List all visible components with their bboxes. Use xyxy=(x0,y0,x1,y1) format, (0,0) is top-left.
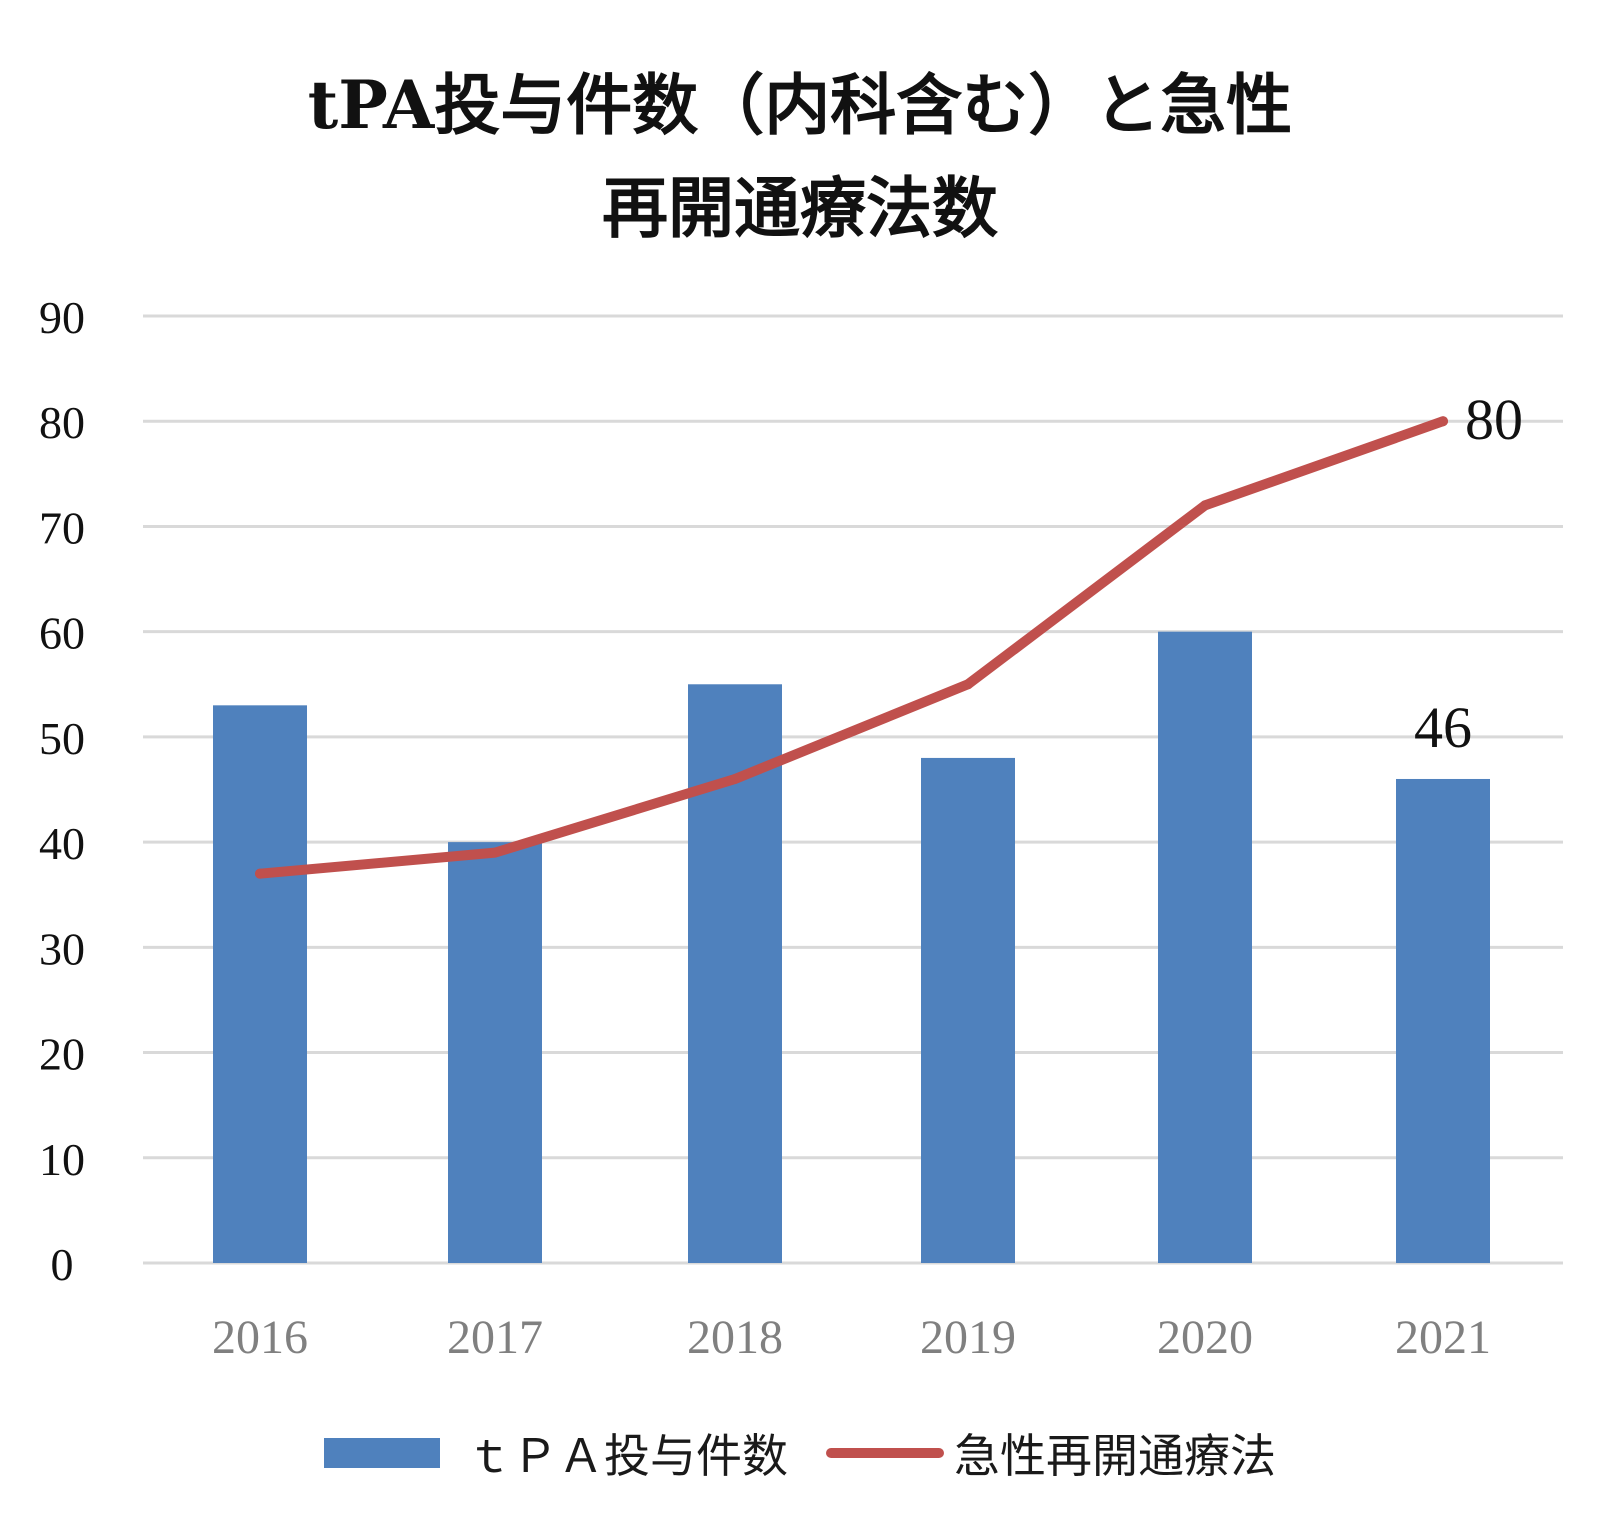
x-tick-label: 2020 xyxy=(1157,1311,1253,1364)
y-tick-label: 80 xyxy=(39,397,85,448)
line-point xyxy=(255,868,265,879)
bar xyxy=(1396,778,1490,1263)
y-tick-label: 90 xyxy=(39,292,85,343)
line-point xyxy=(730,773,740,784)
x-tick-label: 2019 xyxy=(920,1311,1016,1364)
y-tick-label: 70 xyxy=(39,502,85,553)
bar xyxy=(921,757,1015,1263)
legend-label-bar: ｔＰＡ投与件数 xyxy=(466,1429,788,1483)
data-label: 46 xyxy=(1414,695,1472,760)
y-tick-label: 30 xyxy=(39,923,85,974)
bar xyxy=(213,705,307,1263)
x-tick-label: 2017 xyxy=(447,1311,543,1364)
legend: ｔＰＡ投与件数 急性再開通療法 xyxy=(0,1418,1600,1488)
legend-item-bar: ｔＰＡ投与件数 xyxy=(324,1420,788,1486)
chart-title-line-1: tPA投与件数（内科含む）と急性 xyxy=(307,66,1293,144)
bar xyxy=(1158,631,1252,1263)
y-tick-label: 10 xyxy=(39,1134,85,1185)
x-tick-label: 2021 xyxy=(1395,1311,1491,1364)
legend-swatch-line xyxy=(826,1448,944,1458)
line-point xyxy=(1438,416,1448,427)
line-point xyxy=(1200,500,1210,511)
legend-swatch-bar xyxy=(324,1438,440,1468)
legend-label-line: 急性再開通療法 xyxy=(954,1429,1276,1483)
data-label: 80 xyxy=(1465,387,1523,452)
y-tick-label: 20 xyxy=(39,1029,85,1080)
y-tick-label: 40 xyxy=(39,818,85,869)
line-point xyxy=(963,679,973,690)
line-point xyxy=(490,847,500,858)
x-tick-label: 2018 xyxy=(687,1311,783,1364)
y-tick-label: 50 xyxy=(39,713,85,764)
y-tick-label: 60 xyxy=(39,608,85,659)
legend-item-line: 急性再開通療法 xyxy=(826,1420,1276,1486)
line-series xyxy=(255,416,1448,879)
x-tick-label: 2016 xyxy=(212,1311,308,1364)
y-tick-label: 0 xyxy=(51,1239,74,1290)
chart-title-line-2: 再開通療法数 xyxy=(602,169,998,247)
bar xyxy=(688,684,782,1263)
bar xyxy=(448,842,542,1263)
